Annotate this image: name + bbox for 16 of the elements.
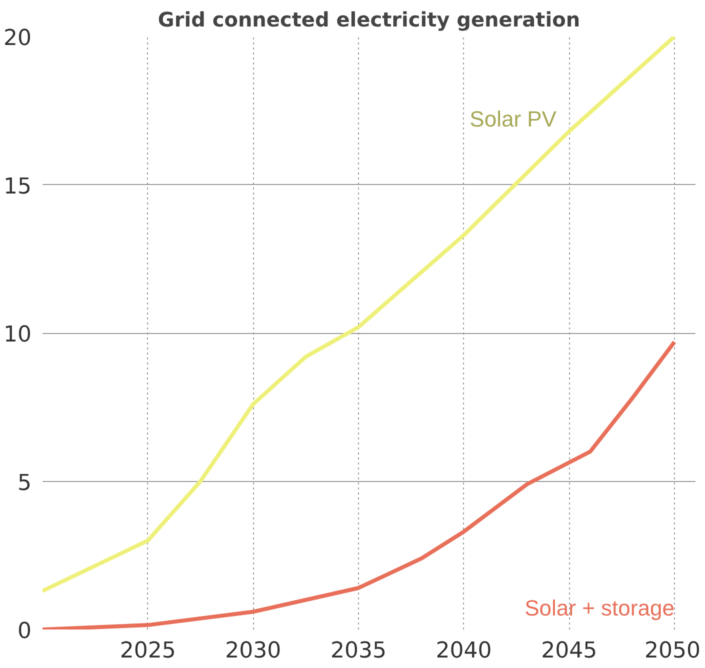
y-tick-label: 20: [4, 26, 32, 51]
series-label: Solar PV: [470, 106, 557, 132]
x-tick-label: 2025: [120, 638, 176, 664]
y-tick-label: 10: [4, 322, 32, 348]
x-tick-label: 2050: [644, 638, 701, 664]
x-tick-label: 2045: [541, 638, 598, 664]
y-tick-label: 5: [18, 470, 32, 496]
y-tick-label: 0: [18, 619, 32, 644]
text: Solar + storage: [524, 596, 674, 621]
y-tick-label: 15: [4, 174, 32, 200]
line-series: [42, 36, 676, 593]
line-series: [42, 340, 676, 630]
chart-title: Grid connected electricity generation: [158, 8, 580, 32]
x-tick-label: 2035: [330, 638, 386, 664]
x-tick-label: 2030: [225, 638, 282, 664]
x-tick-label: 2040: [436, 638, 492, 664]
